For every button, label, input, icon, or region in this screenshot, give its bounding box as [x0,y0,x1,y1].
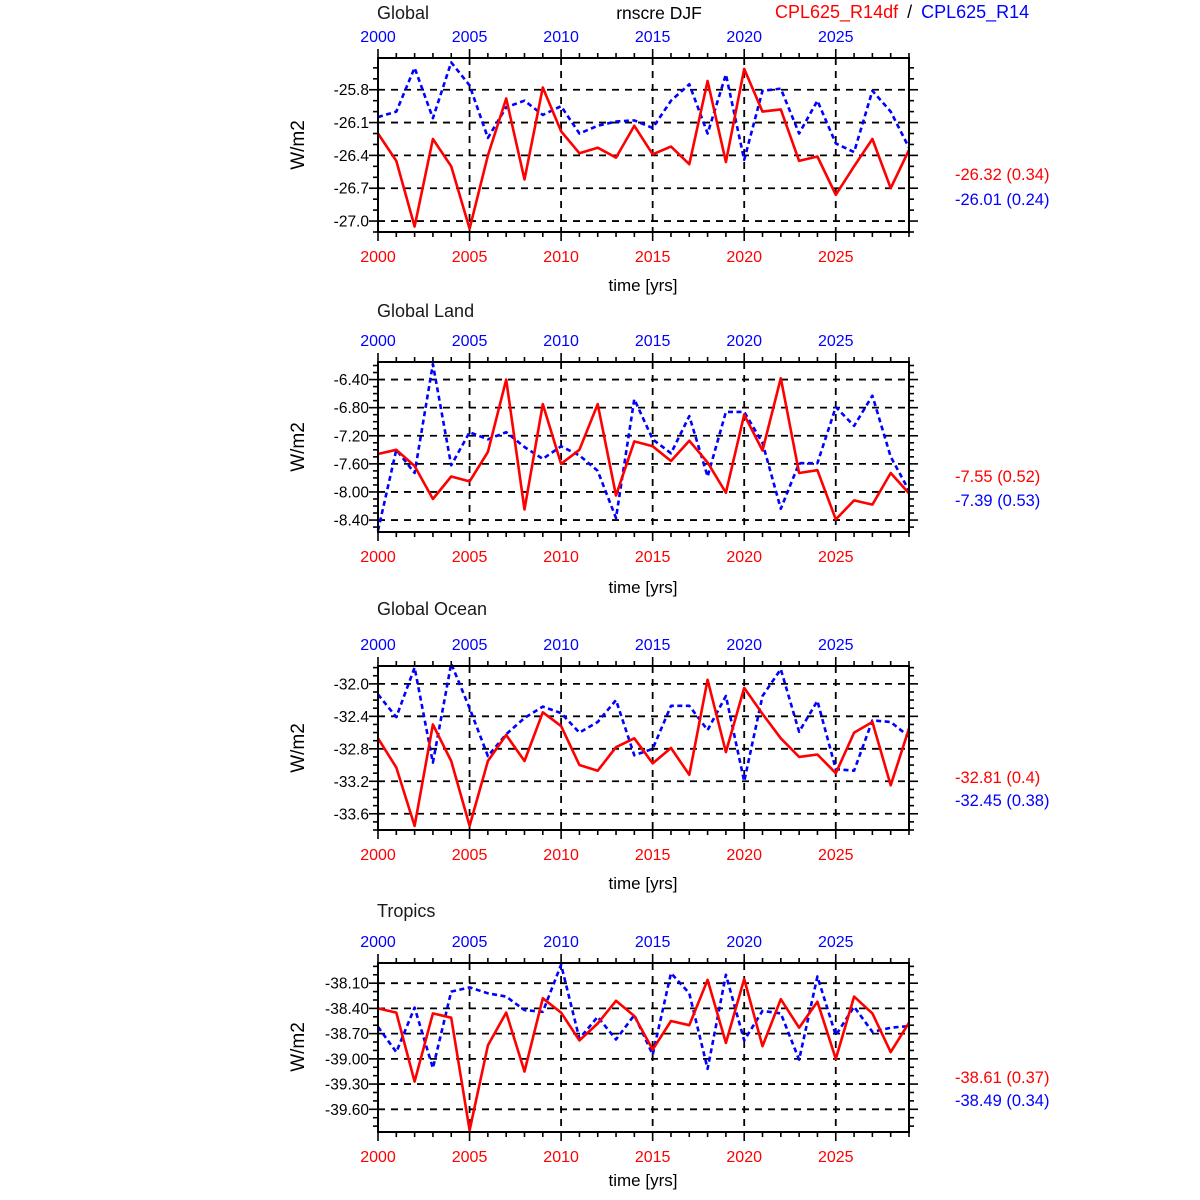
svg-text:2020: 2020 [726,549,762,566]
svg-text:-39.60: -39.60 [325,1102,369,1119]
svg-text:-7.20: -7.20 [334,428,370,445]
svg-text:2000: 2000 [360,249,396,266]
stat-mean-red: -7.55 (0.52) [955,468,1041,486]
svg-text:2005: 2005 [452,29,488,46]
svg-text:2020: 2020 [726,847,762,864]
svg-text:2005: 2005 [452,249,488,266]
svg-text:2025: 2025 [818,934,854,951]
svg-text:-25.8: -25.8 [334,82,369,99]
svg-text:2020: 2020 [726,637,762,654]
svg-text:2000: 2000 [360,549,396,566]
svg-text:-39.30: -39.30 [325,1077,369,1094]
svg-text:-27.0: -27.0 [334,214,370,231]
panel-title-global: Global [377,3,430,23]
svg-text:2000: 2000 [360,29,396,46]
stat-mean-blue: -38.49 (0.34) [955,1092,1050,1110]
svg-text:2005: 2005 [452,847,488,864]
svg-text:-26.7: -26.7 [334,181,369,198]
panel-title-global-ocean: Global Ocean [377,599,488,619]
svg-text:2000: 2000 [360,637,396,654]
svg-text:2000: 2000 [360,847,396,864]
svg-text:-26.1: -26.1 [334,115,369,132]
legend-blue-series-label: CPL625_R14 [921,2,1030,22]
stat-mean-blue: -7.39 (0.53) [955,492,1041,510]
stat-mean-blue: -32.45 (0.38) [955,792,1050,810]
y-axis-title: W/m2 [288,1022,309,1072]
svg-text:2015: 2015 [635,549,671,566]
svg-text:2020: 2020 [726,249,762,266]
svg-text:-32.4: -32.4 [334,709,370,726]
svg-text:-32.8: -32.8 [334,741,369,758]
legend-red-series-label: CPL625_R14df [775,2,899,22]
svg-text:-26.4: -26.4 [334,148,370,165]
svg-text:-38.10: -38.10 [325,976,369,993]
svg-text:2020: 2020 [726,934,762,951]
x-axis-title: time [yrs] [608,276,678,295]
svg-text:2005: 2005 [452,637,488,654]
y-axis-title: W/m2 [288,422,309,472]
svg-text:2000: 2000 [360,934,396,951]
stat-mean-red: -32.81 (0.4) [955,769,1041,787]
x-axis-title: time [yrs] [608,874,678,893]
stat-mean-red: -26.32 (0.34) [955,166,1050,184]
svg-text:2025: 2025 [818,29,854,46]
svg-text:2020: 2020 [726,29,762,46]
svg-text:2010: 2010 [543,847,579,864]
svg-text:2010: 2010 [543,1149,579,1166]
svg-text:2010: 2010 [543,549,579,566]
svg-text:2025: 2025 [818,333,854,350]
svg-text:2020: 2020 [726,1149,762,1166]
svg-text:-7.60: -7.60 [334,456,370,473]
svg-text:2010: 2010 [543,333,579,350]
svg-text:-38.70: -38.70 [325,1026,369,1043]
svg-text:-6.80: -6.80 [334,400,370,417]
svg-text:2005: 2005 [452,333,488,350]
svg-text:2010: 2010 [543,29,579,46]
svg-text:2020: 2020 [726,333,762,350]
svg-text:2010: 2010 [543,637,579,654]
stat-mean-red: -38.61 (0.37) [955,1069,1050,1087]
svg-text:2025: 2025 [818,847,854,864]
svg-text:-39.00: -39.00 [325,1051,369,1068]
svg-text:2015: 2015 [635,29,671,46]
svg-text:2005: 2005 [452,1149,488,1166]
x-axis-title: time [yrs] [608,1171,678,1190]
svg-text:2015: 2015 [635,934,671,951]
x-axis-title: time [yrs] [608,578,678,597]
svg-text:2025: 2025 [818,1149,854,1166]
svg-text:2025: 2025 [818,549,854,566]
svg-text:2000: 2000 [360,333,396,350]
svg-text:2015: 2015 [635,847,671,864]
svg-text:2010: 2010 [543,934,579,951]
svg-text:2000: 2000 [360,1149,396,1166]
svg-text:2015: 2015 [635,333,671,350]
svg-text:2025: 2025 [818,637,854,654]
svg-text:2015: 2015 [635,1149,671,1166]
svg-text:-33.6: -33.6 [334,806,369,823]
svg-text:2005: 2005 [452,549,488,566]
svg-text:2025: 2025 [818,249,854,266]
svg-text:-6.40: -6.40 [334,372,370,389]
svg-text:-38.40: -38.40 [325,1001,369,1018]
svg-text:2015: 2015 [635,249,671,266]
figure-title: rnscre DJF [616,3,702,23]
stat-mean-blue: -26.01 (0.24) [955,191,1050,209]
y-axis-title: W/m2 [288,120,309,170]
legend: CPL625_R14df / CPL625_R14 [775,2,1029,23]
svg-text:-8.40: -8.40 [334,513,370,530]
svg-text:2015: 2015 [635,637,671,654]
svg-text:-32.0: -32.0 [334,676,370,693]
y-axis-title: W/m2 [288,723,309,773]
panel-title-tropics: Tropics [377,901,436,921]
svg-text:-33.2: -33.2 [334,774,369,791]
panel-title-global-land: Global Land [377,301,475,321]
svg-text:2010: 2010 [543,249,579,266]
legend-separator: / [907,2,913,22]
svg-text:-8.00: -8.00 [334,484,370,501]
svg-text:2005: 2005 [452,934,488,951]
